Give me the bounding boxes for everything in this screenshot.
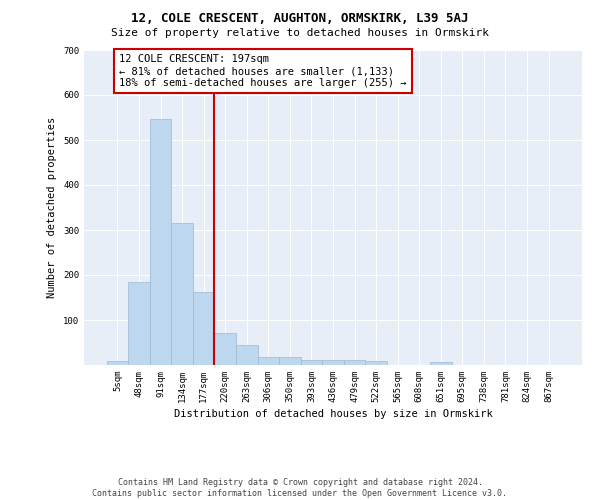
Bar — [128, 282, 150, 365]
Text: Size of property relative to detached houses in Ormskirk: Size of property relative to detached ho… — [111, 28, 489, 38]
Bar — [430, 362, 452, 365]
Bar — [214, 332, 236, 365]
Y-axis label: Number of detached properties: Number of detached properties — [47, 117, 58, 298]
Bar — [193, 292, 214, 365]
Bar — [344, 360, 365, 365]
Text: Contains HM Land Registry data © Crown copyright and database right 2024.
Contai: Contains HM Land Registry data © Crown c… — [92, 478, 508, 498]
Text: 12 COLE CRESCENT: 197sqm
← 81% of detached houses are smaller (1,133)
18% of sem: 12 COLE CRESCENT: 197sqm ← 81% of detach… — [119, 54, 407, 88]
Bar — [279, 357, 301, 365]
Bar — [322, 360, 344, 365]
Bar — [107, 362, 128, 365]
Text: 12, COLE CRESCENT, AUGHTON, ORMSKIRK, L39 5AJ: 12, COLE CRESCENT, AUGHTON, ORMSKIRK, L3… — [131, 12, 469, 26]
Bar — [172, 223, 193, 365]
Bar — [257, 357, 279, 365]
Bar — [365, 362, 387, 365]
X-axis label: Distribution of detached houses by size in Ormskirk: Distribution of detached houses by size … — [173, 409, 493, 419]
Bar — [301, 360, 322, 365]
Bar — [236, 345, 257, 365]
Bar — [150, 119, 172, 365]
